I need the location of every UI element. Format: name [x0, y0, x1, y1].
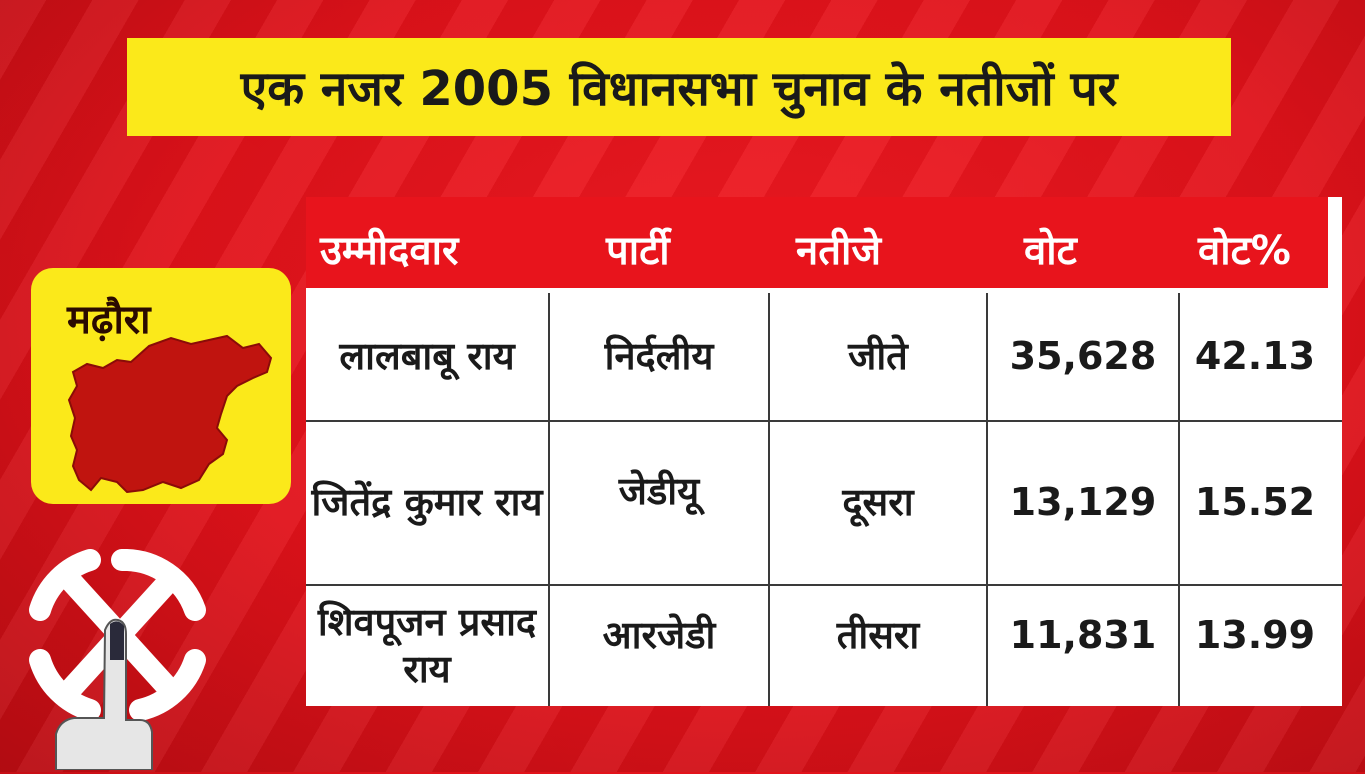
results-table: उम्मीदवार पार्टी नतीजे वोट वोट% लालबाबू …	[306, 197, 1342, 706]
constituency-name: मढ़ौरा	[67, 297, 151, 343]
table-row-2-vote-percent: 15.52	[1194, 480, 1316, 525]
title-banner: एक नजर 2005 विधानसभा चुनाव के नतीजों पर	[127, 38, 1231, 136]
table-row-1-result: जीते	[848, 333, 908, 378]
page-title: एक नजर 2005 विधानसभा चुनाव के नतीजों पर	[240, 60, 1118, 117]
table-row-1-votes: 35,628	[1009, 333, 1157, 378]
table-row-1-vote-percent: 42.13	[1194, 333, 1316, 378]
divider	[1178, 293, 1180, 706]
divider	[986, 293, 988, 706]
ballot-emblem	[10, 520, 230, 774]
table-row-3-party: आरजेडी	[602, 613, 716, 658]
row-divider	[306, 420, 1342, 422]
header-vote-percent: वोट%	[1198, 228, 1291, 274]
table-row-2-votes: 13,129	[1009, 480, 1157, 525]
finger-ink-icon	[55, 618, 153, 771]
header-votes: वोट	[1024, 228, 1077, 274]
table-row-3-vote-percent: 13.99	[1194, 613, 1316, 658]
table-header: उम्मीदवार पार्टी नतीजे वोट वोट%	[306, 197, 1328, 288]
table-row-2-result: दूसरा	[842, 480, 914, 525]
table-row-1-candidate: लालबाबू राय	[339, 333, 515, 378]
constituency-card: मढ़ौरा	[31, 268, 291, 504]
constituency-map	[67, 334, 273, 494]
table-row-1-party: निर्दलीय	[604, 333, 714, 378]
table-row-3-candidate: शिवपूजन प्रसाद राय	[317, 599, 537, 692]
header-party: पार्टी	[606, 228, 670, 274]
row-divider	[306, 584, 1342, 586]
divider	[548, 293, 550, 706]
header-result: नतीजे	[796, 228, 882, 274]
header-candidate: उम्मीदवार	[320, 228, 459, 274]
table-row-2-candidate: जितेंद्र कुमार राय	[311, 480, 543, 525]
divider	[768, 293, 770, 706]
table-row-3-result: तीसरा	[836, 613, 920, 658]
table-row-3-votes: 11,831	[1009, 613, 1157, 658]
table-row-2-party: जेडीयू	[618, 469, 700, 514]
